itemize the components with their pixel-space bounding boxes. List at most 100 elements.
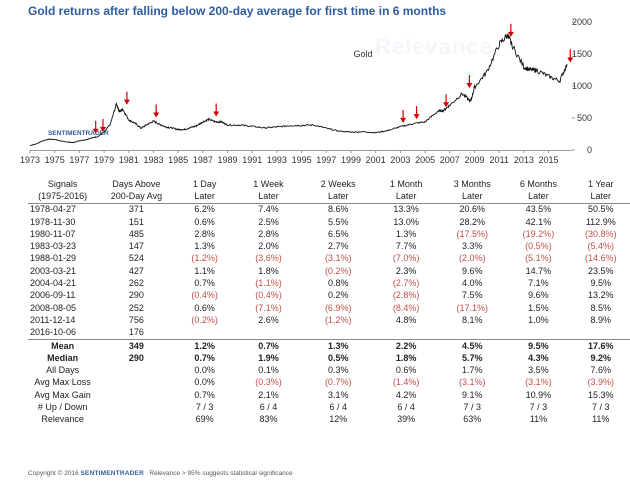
signal-row-cell: 1978-11-30 [30, 216, 76, 227]
signal-row-cell: 1978-04-27 [30, 204, 77, 215]
x-tick-label: 1991 [242, 155, 262, 165]
header-row-cell: 1 Year [588, 178, 614, 189]
series-label: Gold [353, 49, 372, 59]
signal-row-cell: (7.0%) [392, 253, 420, 264]
summary-row-cell: 290 [128, 352, 144, 363]
summary-row-cell: 6 / 4 [259, 401, 278, 412]
signal-arrowhead [507, 31, 514, 37]
signal-row-cell: (0.4%) [255, 290, 282, 301]
y-tick-label: 2000 [572, 17, 592, 27]
summary-row-cell [97, 389, 175, 401]
signal-row-cell: (8.4%) [392, 302, 420, 313]
summary-row-cell: 10.9% [525, 389, 552, 400]
y-tick-label: 1000 [572, 81, 592, 91]
signal-row-cell: 8.6% [327, 204, 349, 215]
signal-row-cell: 8.5% [590, 302, 612, 313]
signal-row-cell: 0.7% [194, 278, 215, 289]
signal-row-cell: 8.9% [590, 314, 612, 325]
signal-row-cell [176, 327, 234, 340]
summary-row: Avg Max Gain 0.7% 2.1% 3.1% 4.2% 9.1% 10.9% 15.… [28, 389, 630, 401]
summary-row-cell: 0.7% [194, 352, 215, 363]
signal-row-cell: (0.5%) [525, 241, 552, 252]
signal-row-cell: 112.9% [585, 216, 616, 227]
signal-row-cell: (17.1%) [456, 302, 488, 313]
summary-row-cell: 6 / 4 [329, 401, 347, 412]
signal-row-cell: (5.4%) [587, 241, 615, 252]
summary-row-cell: (3.1%) [525, 377, 552, 388]
signal-row-cell: 50.5% [588, 204, 614, 215]
signal-row-cell: 6.5% [327, 228, 349, 239]
watermark: Relevance [375, 34, 493, 59]
signal-row-cell: 2.8% [194, 228, 215, 239]
header-row: Signals Days Above 1 Day 1 Week 2 Weeks 1 Mon… [28, 178, 630, 190]
summary-row: Relevance 69% 83% 12% 39% 63% 11% 11% [28, 414, 630, 426]
signal-row-cell: 2008-08-05 [30, 302, 77, 313]
summary-row-cell: 6 / 4 [397, 401, 415, 412]
summary-row-cell: 4.2% [395, 389, 417, 400]
summary-row-cell [97, 401, 175, 413]
signal-row-cell: (1.2%) [324, 314, 352, 325]
signal-arrowhead [567, 57, 574, 63]
signal-arrowhead [153, 112, 160, 118]
signal-row-cell: 20.6% [459, 204, 485, 215]
signal-row-cell: 1.5% [528, 302, 549, 313]
summary-row-cell: 5.7% [461, 352, 483, 363]
summary-row-cell: (0.3%) [255, 377, 282, 388]
summary-row-cell: (3.9%) [587, 377, 615, 388]
y-tick-label: 500 [577, 113, 592, 123]
signal-row-cell: 262 [128, 278, 144, 289]
signal-row: 2004-04-21 262 0.7% (1.1%) 0.8% (2.7%) 4.0% 7.1… [28, 277, 630, 289]
signal-row: 1980-11-07 485 2.8% 2.8% 6.5% 1.3% (17.5%) (19.… [28, 228, 630, 240]
signal-row: 2003-03-21 427 1.1% 1.8% (0.2%) 2.3% 9.6% 14.7%… [28, 265, 630, 277]
signal-row-cell: 4.0% [461, 278, 483, 289]
signal-row-cell: (2.0%) [458, 253, 486, 264]
header-row-cell: Days Above [112, 178, 161, 189]
signal-row-cell: (2.8%) [392, 290, 420, 301]
summary-row-cell: 39% [397, 414, 416, 425]
summary-row-cell: 11% [529, 414, 548, 425]
signal-row-cell: 13.2% [588, 290, 614, 301]
header-row-cell: Later [303, 190, 374, 204]
signal-row-cell: 2006-09-11 [30, 290, 76, 301]
chart-watermark: SENTIMENTRADER [48, 130, 109, 137]
signal-row-cell: (1.2%) [191, 253, 218, 264]
signal-row: 1988-01-29 524 (1.2%) (3.6%) (3.1%) (7.0%) (2.… [28, 253, 630, 265]
summary-row-cell: 83% [259, 414, 278, 425]
gold-price-line [29, 33, 568, 146]
summary-row-cell: 3.5% [528, 365, 549, 376]
signal-row-cell: 1.0% [528, 314, 549, 325]
summary-row-cell: 9.1% [461, 389, 483, 400]
signal-arrowhead [213, 111, 220, 117]
signal-arrowhead [123, 99, 130, 105]
summary-row-cell: 1.2% [175, 338, 234, 353]
summary-row-cell: Median [47, 352, 79, 363]
signal-row-cell: 13.3% [393, 204, 419, 215]
signal-row-cell: (5.1%) [525, 253, 552, 264]
signal-row-cell: 42.1% [525, 216, 552, 227]
summary-row-cell: 1.3% [303, 338, 374, 353]
header-row-cell: 6 Months [519, 178, 557, 189]
summary-row-cell: 0.1% [258, 365, 279, 376]
footer: Copyright © 2016 SENTIMENTRADER Relevanc… [28, 470, 293, 477]
signal-row-cell: (0.2%) [191, 314, 218, 325]
summary-row-cell: Relevance [41, 414, 84, 425]
signal-row-cell: 2016-10-06 [30, 327, 77, 338]
summary-row-cell [97, 364, 175, 376]
x-tick-label: 1981 [119, 155, 139, 165]
summary-row-cell: 7 / 3 [195, 401, 214, 412]
header-row-cell: Later [571, 190, 630, 204]
signal-row-cell: (3.1%) [324, 253, 352, 264]
signal-row-cell: 14.7% [525, 265, 552, 276]
y-tick-label: 1500 [572, 49, 592, 59]
summary-row-cell: 3.1% [327, 389, 349, 400]
signal-row-cell: (0.2%) [324, 265, 352, 276]
summary-row-cell: 11% [592, 414, 610, 425]
summary-row-cell [97, 414, 175, 426]
x-tick-label: 1987 [193, 155, 213, 165]
x-tick-label: 1993 [267, 155, 287, 165]
summary-row: All Days 0.0% 0.1% 0.3% 0.6% 1.7% 3.5% 7.6% [28, 364, 630, 376]
summary-row-cell: 1.9% [258, 352, 279, 363]
signal-row-cell: 13.0% [393, 216, 419, 227]
x-tick-label: 2001 [366, 155, 386, 165]
signal-row-cell: 756 [128, 314, 144, 325]
